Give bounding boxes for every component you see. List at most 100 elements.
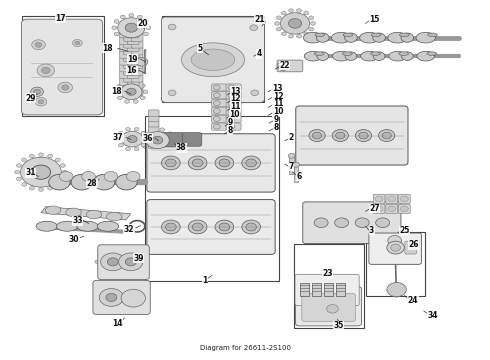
Circle shape [35,98,47,106]
Circle shape [400,206,408,212]
FancyBboxPatch shape [373,194,385,203]
Circle shape [106,271,110,274]
Circle shape [39,153,44,157]
Ellipse shape [371,33,381,37]
Ellipse shape [388,32,407,43]
Text: 20: 20 [138,19,148,28]
Circle shape [167,132,172,135]
FancyBboxPatch shape [131,47,143,55]
Circle shape [296,9,301,12]
Ellipse shape [303,32,323,43]
Circle shape [251,90,259,96]
FancyBboxPatch shape [131,40,143,48]
Circle shape [123,249,128,253]
FancyBboxPatch shape [386,204,397,213]
Text: 32: 32 [124,225,134,234]
FancyBboxPatch shape [226,92,241,99]
Ellipse shape [370,52,380,55]
Circle shape [188,156,207,170]
Circle shape [114,306,119,310]
Circle shape [375,206,383,212]
FancyBboxPatch shape [302,293,355,321]
Circle shape [276,27,281,31]
Circle shape [114,32,119,36]
Ellipse shape [389,51,406,61]
Circle shape [133,271,138,274]
Circle shape [167,145,172,148]
Circle shape [168,24,176,30]
Text: 36: 36 [142,134,153,143]
Text: 11: 11 [273,99,283,108]
FancyBboxPatch shape [398,194,410,203]
Circle shape [214,85,220,90]
FancyBboxPatch shape [120,78,131,85]
Circle shape [137,15,142,19]
Circle shape [228,116,235,121]
Circle shape [60,177,65,181]
FancyBboxPatch shape [212,84,226,91]
Circle shape [192,159,203,167]
Circle shape [311,22,316,25]
Circle shape [332,130,348,141]
Circle shape [125,23,137,32]
Text: 23: 23 [322,269,333,278]
Circle shape [60,164,65,167]
Circle shape [150,149,155,152]
Circle shape [113,260,118,264]
Circle shape [97,289,101,293]
Bar [294,165,298,183]
FancyBboxPatch shape [226,123,241,130]
Circle shape [141,131,146,135]
FancyBboxPatch shape [148,136,159,143]
Circle shape [317,52,329,60]
Circle shape [29,186,34,190]
Circle shape [144,20,148,23]
Circle shape [121,15,125,19]
FancyBboxPatch shape [120,30,131,38]
Circle shape [125,147,130,151]
Text: 25: 25 [399,226,410,235]
FancyBboxPatch shape [226,107,241,114]
FancyBboxPatch shape [131,74,143,82]
FancyBboxPatch shape [98,245,149,280]
Text: 13: 13 [272,84,282,93]
Circle shape [214,108,220,113]
Circle shape [215,220,234,234]
Circle shape [124,296,129,299]
FancyBboxPatch shape [182,133,202,146]
Circle shape [215,156,234,170]
Circle shape [166,159,176,167]
Circle shape [119,143,123,147]
FancyBboxPatch shape [123,33,135,41]
Circle shape [121,289,146,307]
Circle shape [160,128,165,131]
FancyBboxPatch shape [127,30,139,38]
Circle shape [133,80,138,84]
Circle shape [401,33,414,42]
Ellipse shape [399,33,409,37]
Circle shape [143,132,148,135]
Circle shape [141,267,146,270]
Circle shape [49,174,70,190]
Circle shape [126,260,131,264]
FancyBboxPatch shape [127,78,139,85]
Circle shape [124,80,129,84]
Circle shape [246,159,256,167]
Text: Diagram for 26611-2S100: Diagram for 26611-2S100 [199,345,291,351]
FancyBboxPatch shape [295,287,362,326]
Circle shape [121,37,125,40]
Circle shape [143,90,148,94]
FancyBboxPatch shape [160,133,184,147]
Ellipse shape [427,52,437,55]
Circle shape [123,267,128,270]
Circle shape [126,88,136,95]
FancyBboxPatch shape [127,64,139,72]
Circle shape [373,33,386,42]
Circle shape [35,42,42,47]
Circle shape [281,12,286,15]
Ellipse shape [335,218,348,228]
Circle shape [137,37,142,40]
Text: 8: 8 [227,126,233,135]
Ellipse shape [417,51,435,61]
Circle shape [122,302,126,306]
